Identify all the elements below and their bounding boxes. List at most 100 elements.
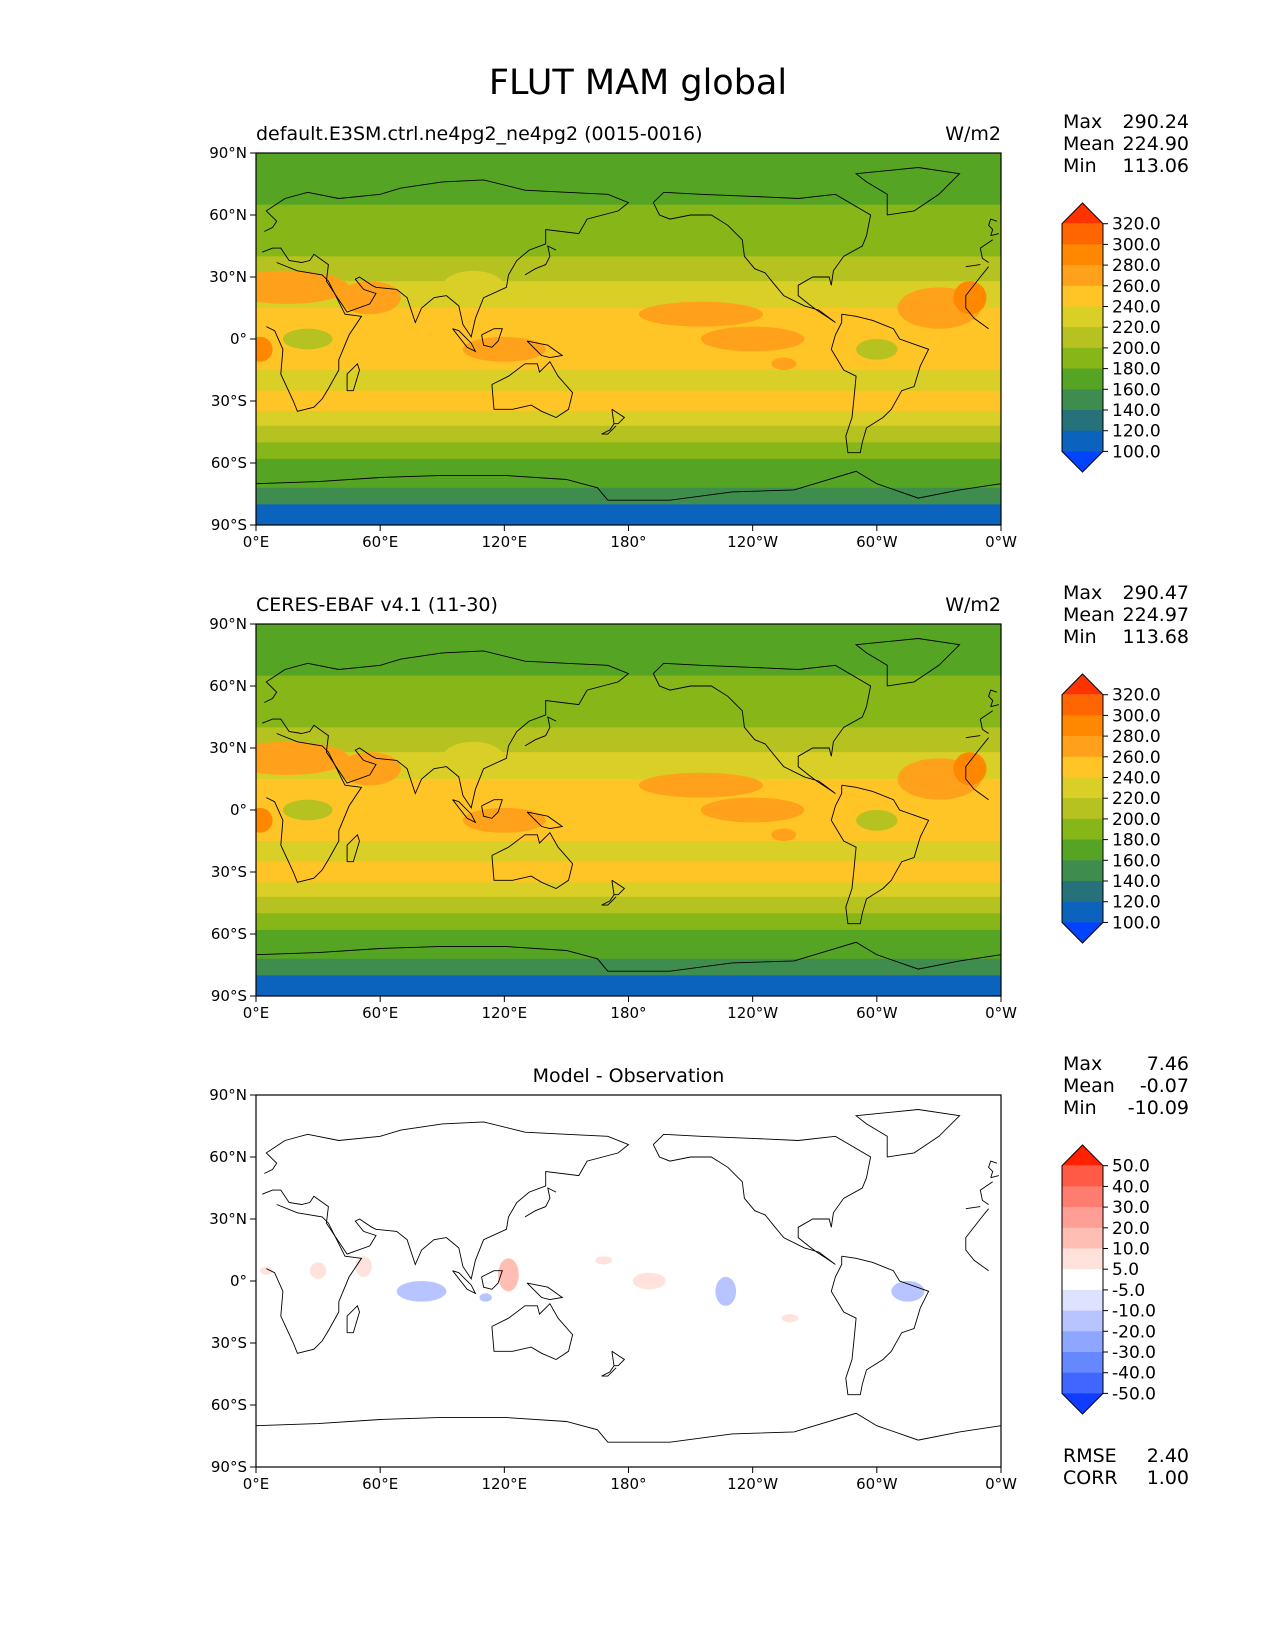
coastline-4 bbox=[830, 784, 930, 925]
field-band-10 bbox=[256, 425, 1001, 443]
field-feature-7 bbox=[462, 807, 546, 833]
colorbar-segment bbox=[1062, 223, 1103, 245]
stat-label: Max bbox=[1063, 582, 1102, 604]
panel-subtitle: CERES-EBAF v4.1 (11-30) bbox=[256, 594, 498, 616]
colorbar-tick-label: 300.0 bbox=[1112, 235, 1161, 255]
coastline-10 bbox=[481, 799, 503, 819]
colorbar-tick-label: 160.0 bbox=[1112, 851, 1161, 871]
anomaly-patch-6 bbox=[891, 1281, 925, 1302]
coastline-11 bbox=[452, 799, 477, 824]
extra-stat-value: 2.40 bbox=[1147, 1445, 1189, 1467]
colorbar-segment bbox=[1062, 881, 1103, 903]
coastline-14 bbox=[601, 1365, 617, 1377]
y-tick-label: 30°N bbox=[209, 1210, 247, 1228]
colorbar-extend-bottom bbox=[1062, 1393, 1103, 1415]
x-tick-label: 60°E bbox=[362, 1004, 398, 1022]
colorbar-tick-label: 200.0 bbox=[1112, 810, 1161, 830]
field-band-13 bbox=[256, 475, 1001, 489]
field-band-7 bbox=[256, 370, 1001, 392]
stat-value: 224.97 bbox=[1123, 604, 1189, 626]
field-feature-5 bbox=[953, 281, 987, 315]
panel-subtitle: Model - Observation bbox=[533, 1065, 725, 1087]
field-band-7 bbox=[256, 841, 1001, 863]
colorbar-tick-label: 5.0 bbox=[1112, 1260, 1139, 1280]
field-feature-6 bbox=[256, 807, 273, 833]
colorbar-segment bbox=[1062, 265, 1103, 287]
x-tick-label: 120°W bbox=[727, 1475, 778, 1493]
field-band-3 bbox=[256, 706, 1001, 728]
field-feature-9 bbox=[856, 339, 898, 360]
coastline-8 bbox=[346, 362, 360, 392]
coastline-13 bbox=[611, 1350, 626, 1367]
coastline-3 bbox=[652, 662, 872, 794]
coastline-11 bbox=[452, 1270, 477, 1295]
y-tick-label: 60°S bbox=[211, 925, 247, 943]
coastline-6 bbox=[256, 941, 1001, 972]
colorbar-segment bbox=[1062, 1352, 1103, 1374]
field-feature-5 bbox=[953, 752, 987, 786]
x-tick-label: 0°W bbox=[985, 533, 1017, 551]
coastline-0 bbox=[266, 733, 989, 883]
y-tick-label: 90°S bbox=[211, 1458, 247, 1476]
colorbar-segment bbox=[1062, 1186, 1103, 1208]
colorbar-tick-label: 100.0 bbox=[1112, 913, 1161, 933]
anomaly-patch-3 bbox=[498, 1258, 519, 1292]
anomaly-patch-0 bbox=[309, 1262, 327, 1279]
field-band-1 bbox=[256, 655, 1001, 677]
stat-value: 224.90 bbox=[1123, 133, 1189, 155]
field-feature-1 bbox=[338, 752, 401, 786]
stat-value: 7.46 bbox=[1147, 1053, 1189, 1075]
units-label: W/m2 bbox=[945, 123, 1001, 145]
field-band-14 bbox=[256, 487, 1001, 505]
colorbar-extend-top bbox=[1062, 203, 1103, 224]
map-panel-1: CERES-EBAF v4.1 (11-30) W/m2 0°E 60°E 120°E 1… bbox=[209, 582, 1189, 1022]
field-feature-3 bbox=[700, 326, 805, 352]
colorbar-extend-top bbox=[1062, 674, 1103, 695]
colorbar-tick-label: 200.0 bbox=[1112, 339, 1161, 359]
coastline-9 bbox=[988, 1160, 1000, 1179]
stat-label: Max bbox=[1063, 111, 1102, 133]
y-tick-label: 90°N bbox=[209, 1086, 247, 1104]
x-tick-label: 120°W bbox=[727, 533, 778, 551]
coastline-1 bbox=[262, 650, 993, 810]
field-background bbox=[256, 1095, 1001, 1467]
coastline-10 bbox=[481, 328, 503, 348]
coastline-4 bbox=[830, 313, 930, 454]
y-tick-label: 60°N bbox=[209, 206, 247, 224]
x-tick-label: 120°W bbox=[727, 1004, 778, 1022]
colorbar-tick-label: 120.0 bbox=[1112, 422, 1161, 442]
field-band-0 bbox=[256, 153, 1001, 185]
y-tick-label: 60°N bbox=[209, 1148, 247, 1166]
y-tick-label: 60°N bbox=[209, 677, 247, 695]
field-feature-3 bbox=[700, 797, 805, 823]
colorbar-tick-label: -40.0 bbox=[1112, 1364, 1156, 1384]
field-feature-11 bbox=[442, 741, 505, 775]
coastline-5 bbox=[854, 638, 961, 687]
field-layer bbox=[256, 153, 1001, 525]
x-tick-label: 120°E bbox=[482, 1004, 528, 1022]
coastline-1 bbox=[262, 1121, 993, 1281]
y-tick-label: 60°S bbox=[211, 454, 247, 472]
colorbar-segment bbox=[1062, 1227, 1103, 1249]
field-feature-9 bbox=[856, 810, 898, 831]
coastline-6 bbox=[256, 470, 1001, 501]
colorbar-tick-label: 260.0 bbox=[1112, 277, 1161, 297]
coastline-3 bbox=[652, 191, 872, 323]
y-tick-label: 0° bbox=[230, 330, 247, 348]
field-feature-6 bbox=[256, 336, 273, 362]
x-tick-label: 180° bbox=[610, 1004, 646, 1022]
colorbar-tick-label: 220.0 bbox=[1112, 318, 1161, 338]
colorbar-segment bbox=[1062, 244, 1103, 266]
colorbar-segment bbox=[1062, 694, 1103, 716]
x-tick-label: 60°W bbox=[856, 1004, 898, 1022]
field-band-15 bbox=[256, 975, 1001, 996]
x-tick-label: 0°E bbox=[243, 533, 270, 551]
stat-label: Min bbox=[1063, 626, 1097, 648]
anomaly-patch-5 bbox=[715, 1276, 737, 1306]
y-tick-label: 30°S bbox=[211, 392, 247, 410]
y-tick-label: 60°S bbox=[211, 1396, 247, 1414]
field-feature-10 bbox=[771, 828, 797, 841]
colorbar-tick-label: 180.0 bbox=[1112, 360, 1161, 380]
extra-stat-label: CORR bbox=[1063, 1467, 1118, 1489]
x-tick-label: 0°W bbox=[985, 1475, 1017, 1493]
